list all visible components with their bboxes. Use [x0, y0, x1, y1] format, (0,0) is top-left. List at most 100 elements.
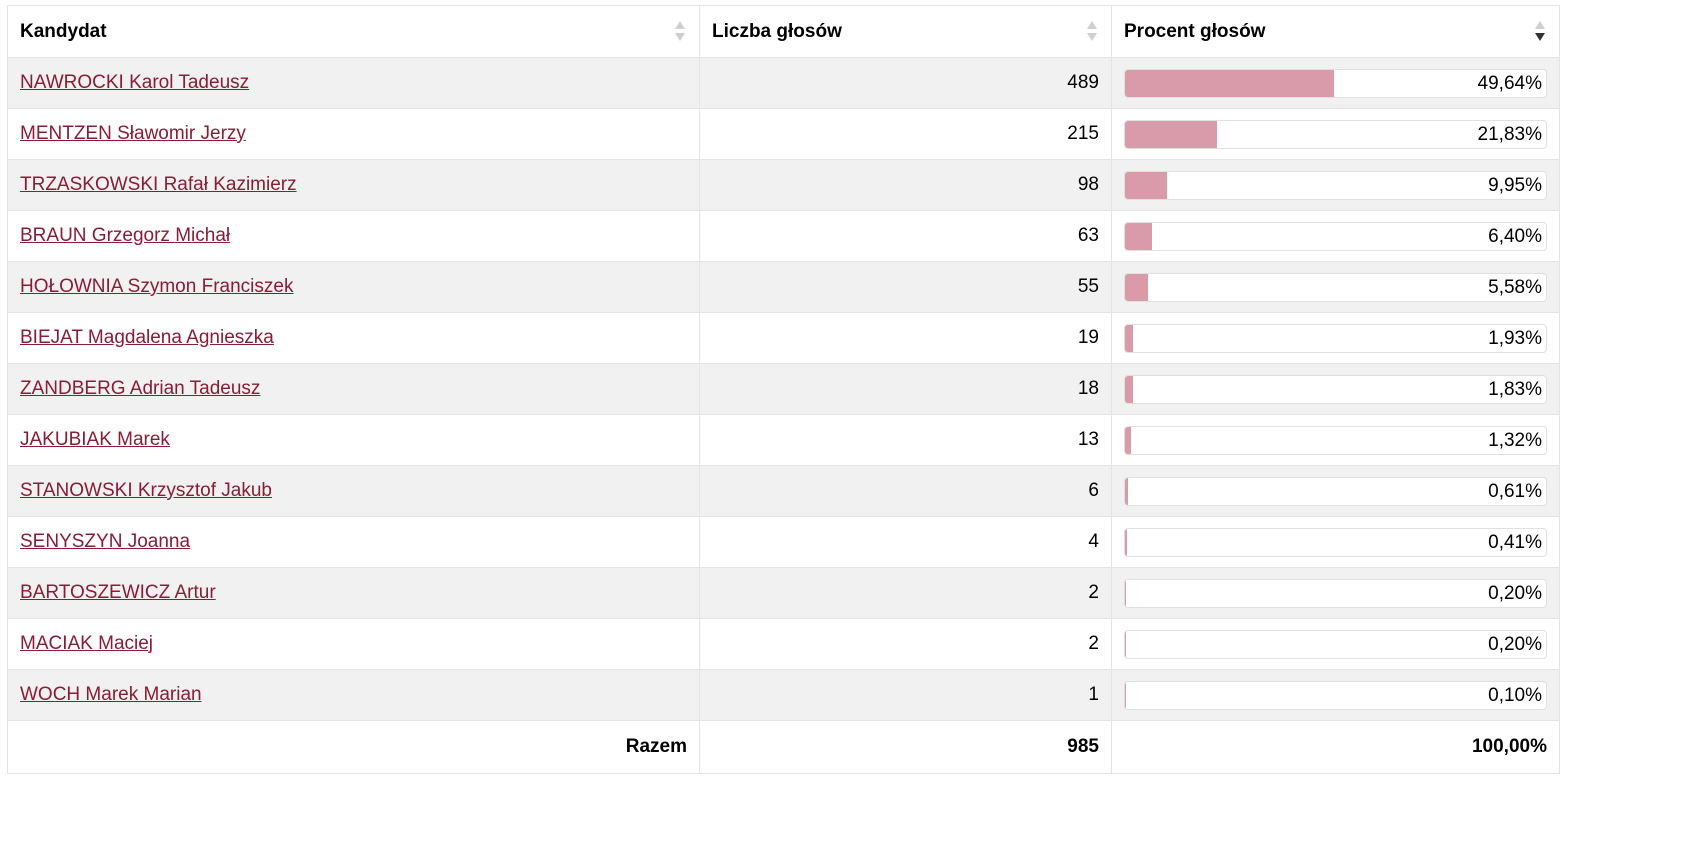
percent-cell: 9,95% [1111, 159, 1560, 211]
votes-cell: 1 [699, 669, 1112, 721]
table-row: BARTOSZEWICZ Artur 2 0,20% [7, 567, 1560, 619]
table-row: WOCH Marek Marian 1 0,10% [7, 669, 1560, 721]
total-percent: 100,00% [1111, 720, 1560, 774]
table-row: MENTZEN Sławomir Jerzy 215 21,83% [7, 108, 1560, 160]
results-table-container: Kandydat Liczba głosów Procent głosów NA… [7, 5, 1560, 774]
percent-cell: 0,61% [1111, 465, 1560, 517]
candidate-cell: MENTZEN Sławomir Jerzy [7, 108, 700, 160]
header-votes-label: Liczba głosów [712, 20, 842, 42]
header-percent[interactable]: Procent głosów [1111, 5, 1560, 58]
percent-value: 0,20% [1488, 582, 1542, 604]
votes-cell: 2 [699, 618, 1112, 670]
candidate-cell: WOCH Marek Marian [7, 669, 700, 721]
header-candidate-label: Kandydat [20, 20, 107, 42]
percent-bar-fill [1125, 630, 1126, 658]
table-row: NAWROCKI Karol Tadeusz 489 49,64% [7, 57, 1560, 109]
percent-value: 49,64% [1477, 72, 1542, 94]
percent-bar-fill [1125, 120, 1217, 148]
table-footer: Razem 985 100,00% [7, 720, 1560, 774]
candidate-link[interactable]: TRZASKOWSKI Rafał Kazimierz [20, 174, 297, 195]
votes-cell: 6 [699, 465, 1112, 517]
candidate-cell: MACIAK Maciej [7, 618, 700, 670]
votes-cell: 19 [699, 312, 1112, 364]
table-header: Kandydat Liczba głosów Procent głosów [7, 5, 1560, 58]
percent-cell: 1,32% [1111, 414, 1560, 466]
candidate-link[interactable]: MACIAK Maciej [20, 633, 154, 654]
votes-cell: 215 [699, 108, 1112, 160]
votes-cell: 2 [699, 567, 1112, 619]
percent-value: 6,40% [1488, 225, 1542, 247]
percent-bar: 1,83% [1124, 374, 1547, 404]
header-row: Kandydat Liczba głosów Procent głosów [7, 5, 1560, 58]
candidate-link[interactable]: BARTOSZEWICZ Artur [20, 582, 216, 603]
candidate-link[interactable]: HOŁOWNIA Szymon Franciszek [20, 276, 294, 297]
candidate-cell: BARTOSZEWICZ Artur [7, 567, 700, 619]
percent-bar-fill [1125, 477, 1128, 505]
sort-icon[interactable] [675, 21, 685, 43]
candidate-cell: ZANDBERG Adrian Tadeusz [7, 363, 700, 415]
candidate-link[interactable]: JAKUBIAK Marek [20, 429, 170, 450]
percent-bar-fill [1125, 69, 1334, 97]
table-row: MACIAK Maciej 2 0,20% [7, 618, 1560, 670]
total-label: Razem [7, 720, 700, 774]
table-row: SENYSZYN Joanna 4 0,41% [7, 516, 1560, 568]
percent-cell: 5,58% [1111, 261, 1560, 313]
candidate-link[interactable]: WOCH Marek Marian [20, 684, 202, 705]
results-table: Kandydat Liczba głosów Procent głosów NA… [7, 5, 1560, 774]
percent-bar: 9,95% [1124, 170, 1547, 200]
votes-cell: 55 [699, 261, 1112, 313]
table-row: TRZASKOWSKI Rafał Kazimierz 98 9,95% [7, 159, 1560, 211]
header-votes[interactable]: Liczba głosów [699, 5, 1112, 58]
percent-value: 5,58% [1488, 276, 1542, 298]
percent-cell: 6,40% [1111, 210, 1560, 262]
header-candidate[interactable]: Kandydat [7, 5, 700, 58]
candidate-cell: NAWROCKI Karol Tadeusz [7, 57, 700, 109]
percent-bar: 0,20% [1124, 578, 1547, 608]
percent-bar-fill [1125, 171, 1167, 199]
percent-bar-fill [1125, 528, 1127, 556]
candidate-link[interactable]: NAWROCKI Karol Tadeusz [20, 72, 250, 93]
candidate-cell: BRAUN Grzegorz Michał [7, 210, 700, 262]
table-row: BIEJAT Magdalena Agnieszka 19 1,93% [7, 312, 1560, 364]
table-body: NAWROCKI Karol Tadeusz 489 49,64% MENTZEN S… [7, 57, 1560, 721]
candidate-link[interactable]: BIEJAT Magdalena Agnieszka [20, 327, 274, 348]
percent-cell: 0,20% [1111, 618, 1560, 670]
percent-bar-fill [1125, 222, 1152, 250]
votes-cell: 13 [699, 414, 1112, 466]
percent-bar-fill [1125, 324, 1134, 352]
votes-cell: 489 [699, 57, 1112, 109]
percent-bar: 0,10% [1124, 680, 1547, 710]
total-row: Razem 985 100,00% [7, 720, 1560, 774]
candidate-link[interactable]: SENYSZYN Joanna [20, 531, 191, 552]
percent-value: 1,93% [1488, 327, 1542, 349]
candidate-link[interactable]: BRAUN Grzegorz Michał [20, 225, 231, 246]
sort-descending-icon[interactable] [1535, 21, 1545, 43]
percent-bar: 0,61% [1124, 476, 1547, 506]
candidate-link[interactable]: ZANDBERG Adrian Tadeusz [20, 378, 261, 399]
candidate-cell: HOŁOWNIA Szymon Franciszek [7, 261, 700, 313]
percent-cell: 49,64% [1111, 57, 1560, 109]
percent-bar: 6,40% [1124, 221, 1547, 251]
votes-cell: 4 [699, 516, 1112, 568]
percent-cell: 21,83% [1111, 108, 1560, 160]
table-row: ZANDBERG Adrian Tadeusz 18 1,83% [7, 363, 1560, 415]
candidate-link[interactable]: MENTZEN Sławomir Jerzy [20, 123, 246, 144]
header-percent-label: Procent głosów [1124, 20, 1266, 42]
percent-bar: 49,64% [1124, 68, 1547, 98]
percent-bar: 0,41% [1124, 527, 1547, 557]
percent-value: 0,41% [1488, 531, 1542, 553]
total-votes: 985 [699, 720, 1112, 774]
percent-bar-fill [1125, 426, 1131, 454]
percent-cell: 1,83% [1111, 363, 1560, 415]
percent-value: 0,10% [1488, 684, 1542, 706]
percent-cell: 0,41% [1111, 516, 1560, 568]
percent-bar: 1,93% [1124, 323, 1547, 353]
votes-cell: 63 [699, 210, 1112, 262]
candidate-cell: TRZASKOWSKI Rafał Kazimierz [7, 159, 700, 211]
percent-value: 1,83% [1488, 378, 1542, 400]
percent-cell: 0,20% [1111, 567, 1560, 619]
percent-value: 1,32% [1488, 429, 1542, 451]
percent-bar: 0,20% [1124, 629, 1547, 659]
sort-icon[interactable] [1087, 21, 1097, 43]
candidate-link[interactable]: STANOWSKI Krzysztof Jakub [20, 480, 272, 501]
